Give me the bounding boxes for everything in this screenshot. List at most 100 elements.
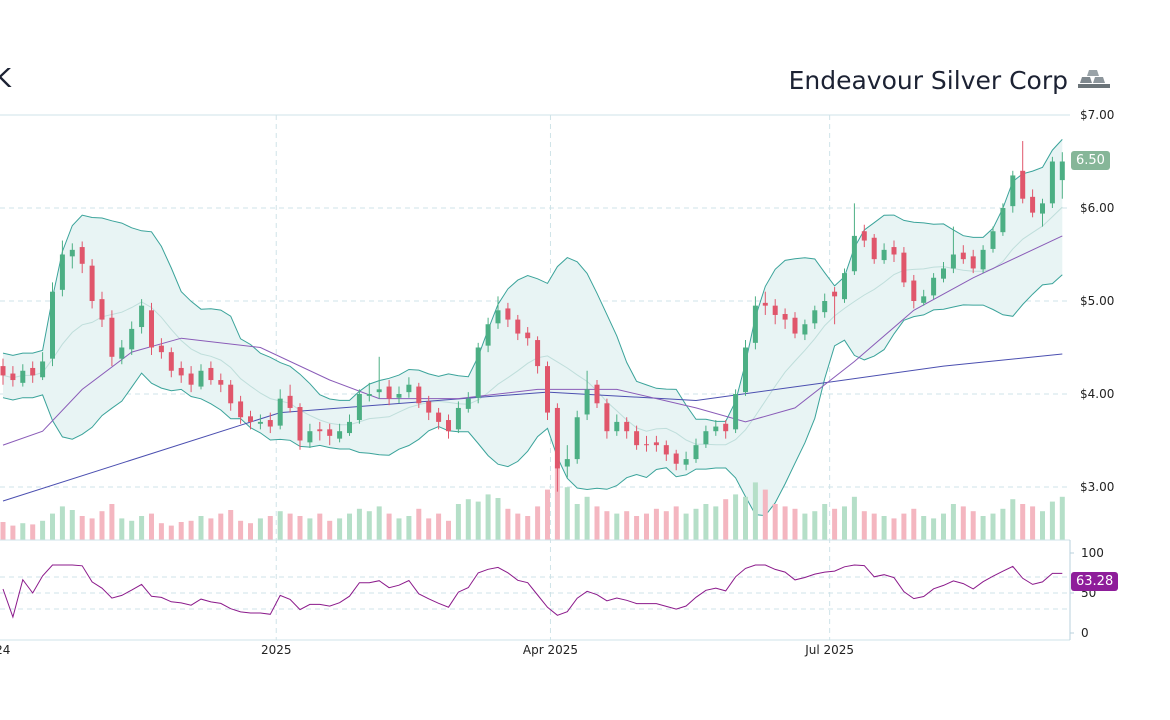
candle-body: [653, 442, 659, 446]
volume-bar: [129, 520, 135, 540]
volume-bar: [713, 506, 719, 540]
price-axis-label: $3.00: [1080, 480, 1114, 494]
volume-bar: [535, 506, 541, 540]
volume-bar: [683, 513, 689, 540]
candle-body: [545, 366, 550, 413]
candle-body: [941, 268, 946, 279]
volume-bar: [564, 487, 570, 540]
candle-body: [604, 403, 610, 432]
rsi-last-badge: 63.28: [1071, 572, 1119, 591]
candle-body: [644, 444, 649, 446]
candle-body: [40, 361, 46, 378]
volume-bar: [0, 522, 6, 540]
volume-bar: [505, 508, 511, 540]
candle-body: [455, 407, 461, 430]
candle-body: [673, 453, 679, 464]
volume-bar: [366, 511, 372, 540]
volume-bar: [624, 511, 630, 540]
time-axis-label: 2024: [0, 643, 10, 657]
candle-body: [208, 367, 214, 381]
candle-body: [950, 254, 956, 269]
volume-bar: [891, 518, 897, 540]
volume-bar: [911, 508, 917, 540]
candle-body: [20, 370, 26, 383]
volume-bar: [20, 523, 26, 540]
volume-bar: [158, 523, 164, 540]
volume-bar: [69, 510, 75, 540]
volume-bar: [980, 516, 986, 540]
candle-body: [79, 247, 85, 264]
volume-bar: [1040, 511, 1045, 540]
volume-bar: [1030, 506, 1036, 540]
candle-body: [881, 249, 887, 261]
candle-body: [693, 445, 699, 460]
candle-body: [634, 431, 640, 446]
volume-bar: [238, 520, 244, 540]
candle-body: [406, 384, 412, 393]
volume-bar: [931, 518, 937, 540]
volume-bar: [574, 504, 580, 540]
volume-bar: [1059, 496, 1065, 540]
candle-body: [891, 247, 897, 255]
volume-bar: [10, 525, 16, 540]
volume-bar: [168, 525, 174, 540]
volume-bar: [822, 504, 828, 540]
candle-body: [594, 384, 600, 404]
candle-body: [475, 347, 481, 398]
candle-body: [1040, 203, 1045, 214]
candle-body: [198, 370, 204, 387]
candle-body: [10, 373, 16, 381]
volume-bar: [752, 482, 758, 540]
volume-bar: [376, 506, 382, 540]
volume-bar: [851, 496, 857, 540]
candle-body: [1000, 208, 1006, 233]
volume-bar: [673, 506, 679, 540]
candle-body: [396, 394, 402, 398]
candle-body: [743, 347, 748, 393]
volume-bar: [703, 504, 709, 540]
candle-body: [228, 384, 234, 404]
candle-body: [842, 273, 847, 300]
candle-body: [970, 256, 976, 269]
volume-bar: [426, 518, 432, 540]
candle-body: [337, 431, 343, 439]
volume-bar: [178, 522, 184, 540]
candle-body: [347, 421, 352, 434]
candle-body: [218, 380, 224, 385]
candle-body: [109, 317, 115, 357]
volume-bar: [386, 513, 392, 540]
candle-body: [851, 235, 857, 272]
volume-bar: [515, 513, 521, 540]
candle-body: [832, 291, 838, 297]
volume-bar: [723, 499, 729, 540]
candle-body: [1020, 170, 1026, 199]
volume-bar: [545, 489, 550, 540]
candle-body: [990, 231, 996, 249]
candle-body: [921, 296, 927, 303]
volume-bar: [604, 511, 610, 540]
candle-body: [0, 366, 6, 376]
candle-body: [713, 426, 719, 432]
volume-bar: [248, 523, 253, 540]
candle-body: [901, 252, 907, 283]
volume-bar: [208, 518, 214, 540]
candle-body: [574, 417, 580, 460]
rsi-axis-label: 0: [1081, 626, 1089, 640]
volume-bar: [297, 516, 303, 540]
candle-body: [277, 398, 283, 426]
candle-body: [89, 265, 95, 301]
candle-body: [149, 310, 154, 348]
candle-body: [1030, 196, 1036, 213]
candle-body: [426, 401, 432, 413]
volume-bar: [109, 504, 115, 540]
volume-bar: [436, 513, 442, 540]
candle-body: [1049, 161, 1055, 204]
volume-bar: [842, 506, 847, 540]
candle-body: [822, 301, 828, 313]
candle-body: [911, 280, 917, 301]
last-price-badge: 6.50: [1071, 151, 1110, 170]
volume-bar: [644, 513, 649, 540]
candle-body: [416, 386, 422, 404]
volume-bar: [634, 516, 640, 540]
